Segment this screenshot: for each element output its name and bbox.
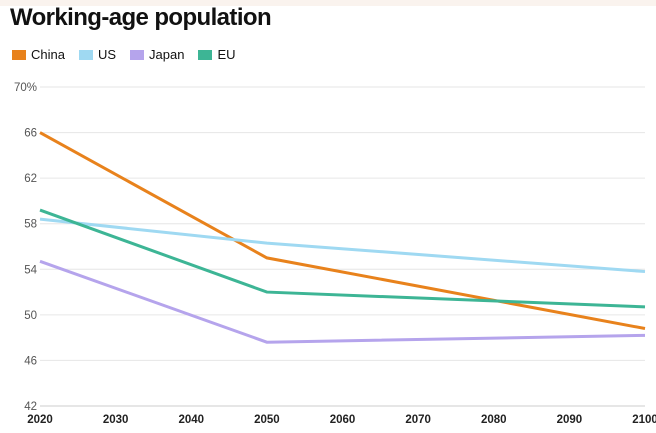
x-tick-label: 2100 — [632, 414, 656, 426]
y-tick-label: 62 — [24, 173, 37, 185]
y-tick-label: 70% — [14, 82, 37, 94]
series-line-eu — [39, 208, 646, 309]
legend-label-japan: Japan — [149, 47, 185, 62]
chart-title: Working-age population — [10, 4, 272, 31]
y-tick-label: 46 — [24, 355, 37, 367]
x-tick-label: 2060 — [330, 414, 356, 426]
legend-label-us: US — [97, 47, 117, 62]
x-tick-label: 2080 — [481, 414, 507, 426]
series-line-us — [39, 217, 646, 274]
y-tick-label: 66 — [24, 128, 37, 140]
legend: China US Japan EU — [12, 47, 250, 62]
legend-swatch-japan — [130, 49, 145, 60]
series-line-japan — [39, 259, 646, 344]
x-tick-label: 2050 — [254, 414, 280, 426]
y-tick-label: 58 — [24, 219, 37, 231]
legend-label-china: China — [31, 47, 65, 62]
x-tick-label: 2040 — [178, 414, 204, 426]
y-tick-label: 42 — [24, 401, 37, 413]
top-bar — [0, 0, 656, 6]
series-line-china — [39, 131, 646, 331]
legend-item-japan: Japan — [130, 47, 184, 62]
legend-item-china: China — [12, 47, 65, 62]
legend-swatch-china — [12, 49, 26, 60]
y-tick-label: 54 — [24, 264, 37, 276]
x-tick-label: 2030 — [103, 414, 129, 426]
legend-item-us: US — [78, 47, 117, 62]
x-tick-label: 2020 — [27, 414, 53, 426]
y-tick-label: 50 — [24, 310, 37, 322]
legend-label-eu: EU — [217, 47, 236, 62]
x-tick-label: 2090 — [557, 414, 583, 426]
legend-item-eu: EU — [198, 47, 236, 62]
legend-swatch-us — [78, 49, 93, 60]
x-tick-label: 2070 — [405, 414, 431, 426]
legend-swatch-eu — [198, 49, 213, 60]
